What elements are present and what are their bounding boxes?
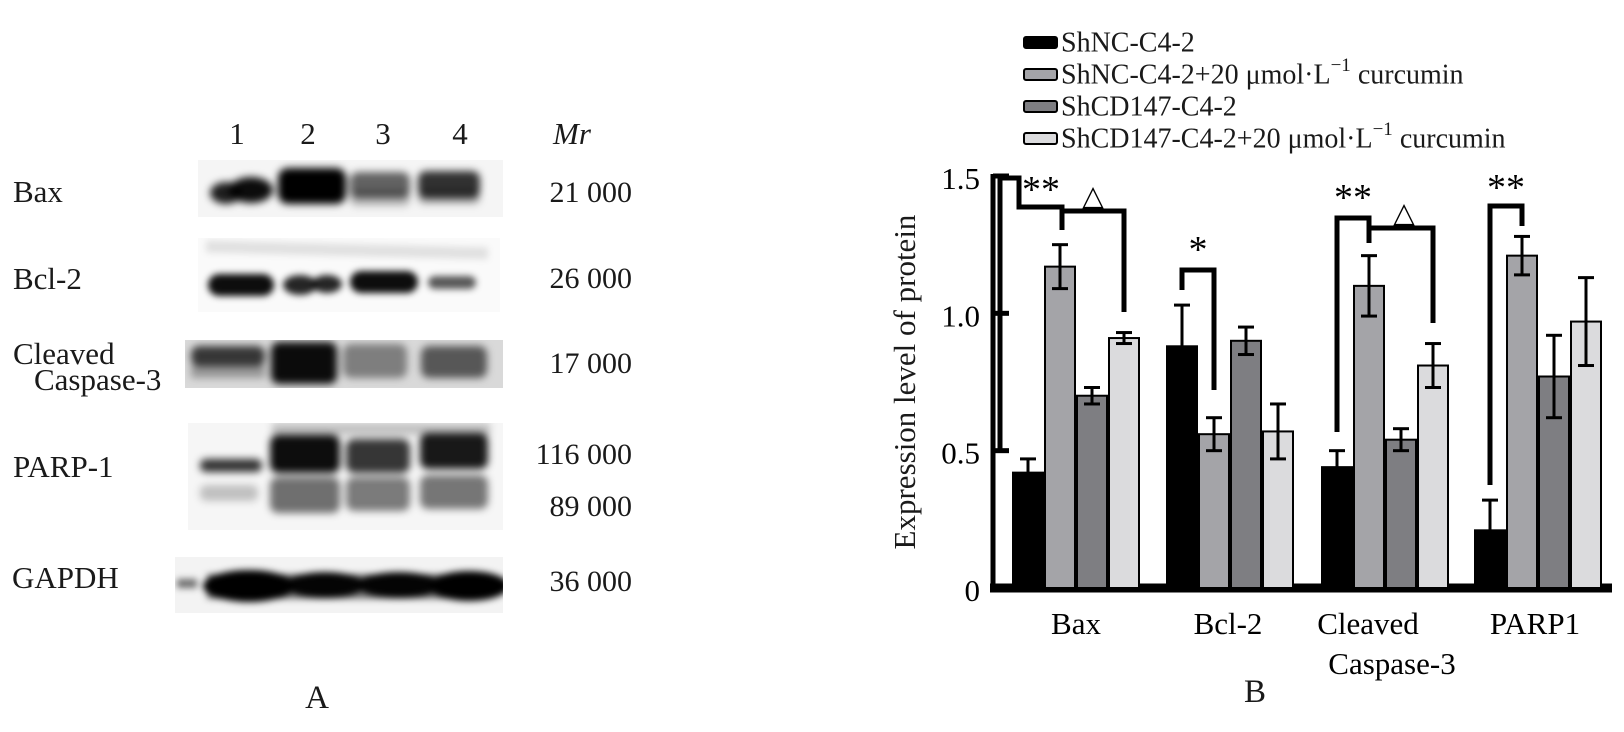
y-tick-label: 1.0 <box>941 298 980 333</box>
mr-value-gapdh: 36 000 <box>549 565 633 598</box>
parp1-lane2-band <box>270 435 340 513</box>
bar-s2-Bax <box>1076 394 1108 589</box>
parp1-top-haze <box>272 423 490 435</box>
legend-item-shcd147-curcumin: ShCD147-C4-2+20 μmol·L−1 curcumin <box>1023 119 1506 155</box>
parp1-lane3-band <box>346 439 410 511</box>
y-tick-label: 0.5 <box>941 436 980 471</box>
parp1-lane4-band <box>420 433 488 509</box>
x-category-label: Bcl-2 <box>1194 606 1263 641</box>
mr-value-parp1-full: 116 000 <box>535 438 632 471</box>
bax-lane3-band <box>350 172 410 206</box>
legend-label-shcd147-curcumin: ShCD147-C4-2+20 μmol·L−1 curcumin <box>1061 119 1506 155</box>
x-category-label: Bax <box>1051 606 1101 641</box>
mr-column-header: Mr <box>553 116 591 151</box>
row-label-parp1: PARP-1 <box>13 449 114 484</box>
significance-label: * <box>1189 229 1208 271</box>
bar-s3-Cleaved Caspase-3 <box>1417 364 1449 589</box>
cleaved-lane2-band <box>271 342 337 384</box>
x-category-label: PARP1 <box>1490 606 1580 641</box>
bar-s2-Bcl-2 <box>1230 339 1262 589</box>
bax-lane2-band <box>278 168 346 204</box>
legend-swatch-shnc <box>1023 35 1058 49</box>
bar-s1-PARP1 <box>1506 254 1538 590</box>
legend-item-shnc: ShNC-C4-2 <box>1023 27 1195 57</box>
bar-s0-Bax <box>1012 471 1044 590</box>
cleaved-lane1-band <box>191 346 265 378</box>
cleaved-caspase3-blot-strip <box>185 340 503 388</box>
bar-s1-Bax <box>1044 265 1076 589</box>
significance-label: ** <box>1487 167 1525 209</box>
row-label-caspase3: Caspase-3 <box>34 362 162 397</box>
legend-swatch-shnc-curcumin <box>1023 67 1058 81</box>
lane-number-1: 1 <box>229 116 245 151</box>
significance-bracket-Bcl-2 <box>1179 267 1217 390</box>
legend-label-shnc-curcumin: ShNC-C4-2+20 μmol·L−1 curcumin <box>1061 55 1464 91</box>
row-label-cleaved: Cleaved <box>13 336 115 371</box>
gapdh-blot-strip <box>175 557 503 613</box>
x-category-label: Cleaved <box>1317 606 1419 641</box>
bax-lane4-band <box>418 171 480 204</box>
bcl2-lane3-band <box>350 271 418 293</box>
y-tick-label: 1.5 <box>941 161 980 196</box>
bar-s3-Bax <box>1108 337 1140 589</box>
panel-a-caption: A <box>305 680 329 716</box>
gapdh-lane1-band <box>203 570 295 602</box>
significance-label: △ <box>1082 181 1104 212</box>
lane-number-4: 4 <box>452 116 468 151</box>
row-label-bcl2: Bcl-2 <box>13 261 82 296</box>
gapdh-edge-dash <box>177 579 197 588</box>
bar-s2-Cleaved Caspase-3 <box>1385 438 1417 589</box>
bax-blot-strip <box>198 160 503 217</box>
significance-label: ** <box>1022 169 1060 211</box>
bcl2-lane4-band <box>428 276 476 289</box>
parp1-blot-strip <box>188 423 503 530</box>
mr-value-parp1-cleaved: 89 000 <box>549 490 633 523</box>
bar-s0-Bcl-2 <box>1166 345 1198 589</box>
panel-b-caption: B <box>1243 674 1266 710</box>
mr-value-bcl2: 26 000 <box>549 262 633 295</box>
x-category-label-line2: Caspase-3 <box>1328 646 1455 681</box>
legend-label-shnc: ShNC-C4-2 <box>1061 27 1195 59</box>
cleaved-lane3-band <box>343 344 407 378</box>
legend-label-shcd147: ShCD147-C4-2 <box>1061 91 1237 123</box>
cleaved-lane4-band <box>421 346 487 378</box>
lane-number-3: 3 <box>375 116 391 151</box>
bcl2-lane2-band <box>283 275 342 295</box>
bax-lane1-band <box>210 177 273 204</box>
gapdh-lane2-band <box>285 572 365 598</box>
bar-s0-Cleaved Caspase-3 <box>1321 466 1353 589</box>
bcl2-blot-strip <box>198 238 500 312</box>
legend-swatch-shcd147 <box>1023 99 1058 113</box>
legend-swatch-shcd147-curcumin <box>1023 131 1058 145</box>
significance-bracket-PARP1 <box>1487 203 1525 485</box>
bar-s1-Bcl-2 <box>1198 433 1230 590</box>
significance-bracket-Cleaved Caspase-3 <box>1366 225 1436 323</box>
mr-value-caspase3: 17 000 <box>549 347 633 380</box>
gapdh-lane4-band <box>429 571 503 601</box>
significance-label: ** <box>1334 177 1372 219</box>
bar-s1-Cleaved Caspase-3 <box>1353 284 1385 589</box>
y-tick-label: 0 <box>965 573 981 608</box>
significance-label: △ <box>1393 198 1415 229</box>
parp1-lane1-band <box>200 459 262 501</box>
mr-value-bax: 21 000 <box>549 176 633 209</box>
significance-bracket-Bax <box>1059 208 1127 312</box>
bcl2-top-smear <box>205 240 489 260</box>
lane-number-2: 2 <box>300 116 316 151</box>
row-label-gapdh: GAPDH <box>12 560 119 595</box>
row-label-bax: Bax <box>13 174 63 209</box>
legend-item-shnc-curcumin: ShNC-C4-2+20 μmol·L−1 curcumin <box>1023 55 1464 91</box>
gapdh-lane3-band <box>357 572 441 598</box>
bcl2-lane1-band <box>208 274 274 296</box>
legend-item-shcd147: ShCD147-C4-2 <box>1023 91 1237 121</box>
